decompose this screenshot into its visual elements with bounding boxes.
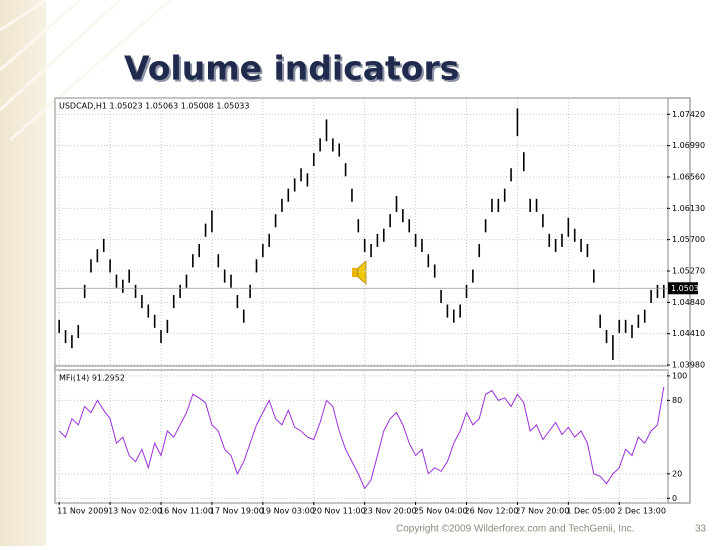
x-tick-label: 13 Nov 02:00	[108, 507, 162, 516]
price-panel	[54, 97, 669, 367]
decor-stripes	[0, 0, 171, 142]
last-price-label: 1.05033	[671, 284, 704, 293]
x-tick-label: 23 Nov 20:00	[363, 507, 417, 516]
title-shadow: Volume indicators	[126, 51, 461, 90]
y-tick-label: 20	[672, 469, 682, 478]
chart-frame	[54, 97, 691, 504]
y-tick-label: 100	[672, 371, 687, 380]
y-tick-label: 1.04840	[672, 298, 705, 307]
y-tick-label: 80	[672, 396, 682, 405]
side-band	[0, 0, 46, 546]
x-tick-label: 16 Nov 11:00	[159, 507, 213, 516]
y-tick-label: 1.05270	[672, 266, 705, 275]
x-tick-label: 27 Nov 20:00	[515, 507, 569, 516]
slide-title: Volume indicators	[124, 49, 459, 88]
last-price-box	[668, 282, 698, 295]
speaker-icon	[352, 260, 367, 285]
x-tick-label: 20 Nov 11:00	[312, 507, 366, 516]
y-tick-label: 1.06990	[672, 141, 705, 150]
panel-title: MFI(14) 91.2952	[59, 374, 125, 383]
x-tick-label: 17 Nov 19:00	[210, 507, 264, 516]
x-tick-label: 1 Dec 05:00	[566, 507, 615, 516]
y-tick-label: 1.06560	[672, 172, 705, 181]
y-tick-label: 1.04410	[672, 329, 705, 338]
y-tick-label: 1.07420	[672, 110, 705, 119]
y-tick-label: 1.06130	[672, 204, 705, 213]
panel-title: USDCAD,H1 1.05023 1.05063 1.05008 1.0503…	[59, 102, 249, 111]
x-tick-label: 26 Nov 12:00	[465, 507, 519, 516]
x-tick-label: 19 Nov 03:00	[261, 507, 315, 516]
mfi-panel	[54, 369, 669, 504]
x-tick-label: 11 Nov 2009	[57, 507, 108, 516]
x-tick-label: 2 Dec 13:00	[617, 507, 666, 516]
y-tick-label: 1.03980	[672, 361, 705, 370]
y-tick-label: 0	[672, 494, 677, 503]
x-tick-label: 25 Nov 04:00	[414, 507, 468, 516]
page-number: 33	[695, 524, 707, 535]
y-tick-label: 1.05700	[672, 235, 705, 244]
mfi-line	[58, 386, 665, 490]
footer: Copyright ©2009 Wilderforex.com and Tech…	[396, 524, 634, 535]
